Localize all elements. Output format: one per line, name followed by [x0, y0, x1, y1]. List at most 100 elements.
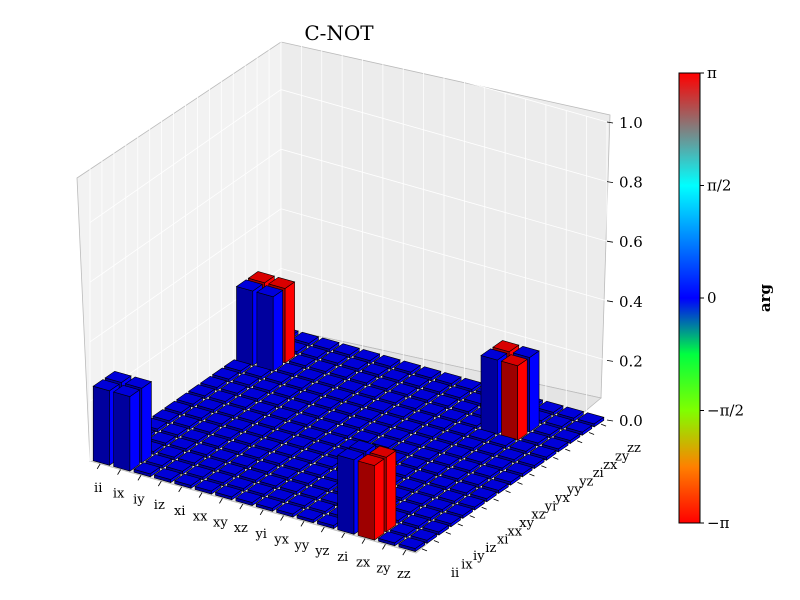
- x-tick-label: iz: [154, 498, 165, 513]
- gridline: [89, 208, 608, 343]
- chart-title: C-NOT: [304, 21, 374, 45]
- y-tick-label: yi: [544, 499, 557, 514]
- bar: [201, 434, 229, 450]
- y-tick-label: ix: [461, 558, 473, 573]
- bar: [361, 363, 389, 379]
- bar: [398, 537, 426, 553]
- bar: [194, 479, 222, 495]
- bar: [306, 441, 334, 457]
- bar: [233, 432, 261, 448]
- y-tick-label: zy: [615, 450, 630, 465]
- bar: [500, 354, 528, 441]
- y-tick-label: yx: [554, 491, 570, 506]
- y-tick-label: zi: [593, 466, 604, 481]
- y-tick-label: ii: [451, 566, 459, 581]
- x-tick-label: xi: [174, 504, 186, 519]
- bar: [293, 390, 321, 406]
- bar: [311, 477, 339, 493]
- axis-labels: ii ix iy iz xi xx xy xz yi yx yy yz zi zx zy zz iiixiyiz…: [94, 114, 643, 582]
- bar: [481, 478, 509, 494]
- bar: [461, 473, 489, 489]
- bar: [211, 367, 240, 383]
- x-tick-label: zi: [337, 550, 348, 565]
- x-tick-label: yx: [273, 533, 289, 548]
- bar: [544, 414, 573, 431]
- bar: [148, 431, 176, 447]
- bar: [237, 409, 265, 425]
- bar: [193, 420, 221, 436]
- z-tick-label: 0.0: [619, 412, 643, 430]
- y-tick-label: zz: [627, 441, 641, 456]
- bar: [276, 362, 304, 378]
- bar: [349, 371, 377, 387]
- colorbar-tick-label: −π/2: [707, 402, 744, 420]
- colorbar-tick-label: 0: [707, 289, 717, 307]
- colorbar-tick-label: π/2: [707, 177, 731, 195]
- bar: [565, 420, 593, 436]
- bar: [255, 496, 283, 512]
- bar: [133, 462, 161, 478]
- bar: [152, 409, 180, 425]
- bar: [357, 453, 385, 541]
- bar: [275, 502, 304, 518]
- bar: [214, 485, 242, 501]
- x-tick-label: zz: [397, 567, 411, 582]
- x-tick-label: yz: [314, 544, 329, 559]
- colorbar-tick-label: −π: [707, 514, 730, 532]
- y-tick-label: iy: [473, 549, 485, 564]
- colorbar: [678, 72, 701, 524]
- bar: [322, 410, 350, 426]
- bar: [395, 419, 423, 435]
- z-tick-label: 0.8: [619, 174, 643, 192]
- bar: [377, 531, 405, 547]
- bar: [422, 380, 450, 396]
- bar: [235, 491, 263, 507]
- z-tick-label: 1.0: [619, 114, 643, 132]
- z-tick-label: 0.6: [619, 233, 643, 251]
- gridline: [89, 29, 608, 164]
- x-tick-label: zx: [356, 556, 371, 571]
- bar: [313, 396, 341, 412]
- bar: [296, 508, 324, 524]
- bar: [410, 528, 438, 544]
- y-tick-label: yy: [566, 483, 582, 498]
- y-tick-label: yz: [578, 474, 593, 489]
- z-tick-label: 0.2: [619, 352, 643, 370]
- y-tick-label: xz: [531, 508, 545, 523]
- y-tick-label: zx: [603, 458, 618, 473]
- bar: [294, 449, 323, 465]
- bar: [373, 354, 401, 370]
- bar: [521, 431, 549, 447]
- x-tick-label: yi: [254, 527, 267, 542]
- bar: [288, 354, 316, 370]
- bar: [250, 460, 278, 476]
- bar: [281, 398, 309, 415]
- gridline: [89, 148, 608, 283]
- bar: [240, 387, 268, 403]
- bar: [112, 384, 141, 472]
- x-tick-label: xz: [234, 521, 248, 536]
- bar: [256, 285, 284, 372]
- colorbar-label: arg: [756, 283, 774, 312]
- x-tick-label: xy: [213, 515, 228, 530]
- y-tick-label: xi: [497, 533, 509, 548]
- bar: [257, 415, 285, 431]
- bar: [153, 468, 181, 484]
- y-tick-label: iz: [485, 541, 496, 556]
- bar: [413, 506, 441, 522]
- bar: [301, 404, 330, 420]
- bar: [287, 494, 316, 510]
- bar: [420, 461, 448, 477]
- x-tick-label: yy: [294, 538, 310, 553]
- bar: [259, 474, 287, 490]
- bar: [189, 443, 217, 459]
- colorbar-ticks: π π/2 0 −π/2 −π: [700, 64, 744, 532]
- x-tick-label: zy: [376, 561, 391, 576]
- bar: [174, 473, 202, 489]
- colorbar-tick-label: π: [707, 64, 717, 82]
- bar: [353, 349, 381, 365]
- bar: [536, 400, 564, 416]
- bar: [497, 448, 525, 464]
- bar: [391, 441, 419, 457]
